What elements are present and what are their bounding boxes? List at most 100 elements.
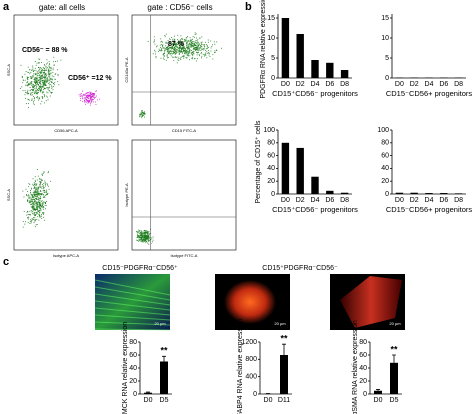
event-dot (194, 45, 196, 47)
event-dot (193, 44, 195, 46)
event-dot (180, 49, 182, 51)
event-dot (92, 94, 94, 96)
y-tick-label: 0 (271, 191, 275, 198)
event-dot (191, 38, 193, 40)
event-dot (34, 79, 36, 81)
event-dot (25, 71, 27, 73)
y-tick-label: 0 (363, 391, 367, 398)
event-dot (37, 81, 39, 83)
event-dot (29, 214, 31, 216)
event-dot (138, 233, 140, 235)
event-dot (92, 92, 94, 94)
event-dot (23, 196, 25, 198)
event-dot (176, 46, 178, 48)
bar (296, 147, 304, 194)
event-dot (180, 41, 182, 43)
event-dot (46, 201, 48, 203)
event-dot (178, 48, 180, 50)
event-dot (152, 236, 154, 238)
event-dot (28, 214, 30, 216)
event-dot (43, 70, 45, 72)
event-dot (27, 210, 29, 212)
event-dot (206, 44, 208, 46)
event-dot (47, 79, 49, 81)
event-dot (146, 234, 148, 236)
event-dot (180, 43, 182, 45)
event-dot (38, 193, 40, 195)
event-dot (38, 197, 40, 199)
event-dot (40, 103, 42, 105)
event-dot (188, 40, 190, 42)
event-dot (34, 81, 36, 83)
event-dot (39, 208, 41, 210)
event-dot (168, 52, 170, 54)
event-dot (180, 39, 182, 41)
event-dot (143, 232, 145, 234)
flow-axis-label: SSC-A (6, 189, 11, 202)
event-dot (204, 48, 206, 50)
event-dot (39, 205, 41, 207)
event-dot (34, 77, 36, 79)
event-dot (187, 53, 189, 55)
event-dot (39, 84, 41, 86)
event-dot (27, 92, 29, 94)
event-dot (190, 43, 192, 45)
event-dot (47, 72, 49, 74)
event-dot (31, 98, 33, 100)
fibre (94, 300, 171, 311)
event-dot (192, 42, 194, 44)
event-dot (36, 96, 38, 98)
event-dot (41, 206, 43, 208)
event-dot (24, 94, 26, 96)
event-dot (52, 79, 54, 81)
event-dot (39, 177, 41, 179)
flow-axis-label: CD15 FITC-A (172, 128, 197, 133)
event-dot (186, 41, 188, 43)
event-dot (38, 71, 40, 73)
event-dot (146, 231, 148, 233)
event-dot (35, 91, 37, 93)
event-dot (206, 45, 208, 47)
event-dot (85, 94, 87, 96)
event-dot (140, 112, 142, 114)
event-dot (40, 209, 42, 211)
event-dot (174, 50, 176, 52)
event-dot (205, 54, 207, 56)
event-dot (38, 199, 40, 201)
event-dot (52, 89, 54, 91)
event-dot (40, 203, 42, 205)
event-dot (42, 172, 44, 174)
event-dot (196, 58, 198, 60)
event-dot (195, 33, 197, 35)
event-dot (209, 56, 211, 58)
event-dot (168, 53, 170, 55)
event-dot (39, 72, 41, 74)
event-dot (147, 240, 149, 242)
event-dot (86, 93, 88, 95)
event-dot (49, 84, 51, 86)
event-dot (183, 55, 185, 57)
event-dot (27, 200, 29, 202)
event-dot (45, 70, 47, 72)
event-dot (167, 45, 169, 47)
event-dot (32, 88, 34, 90)
bar (390, 362, 398, 394)
event-dot (30, 187, 32, 189)
event-dot (48, 75, 50, 77)
event-dot (90, 97, 92, 99)
event-dot (206, 47, 208, 49)
event-dot (46, 95, 48, 97)
event-dot (45, 201, 47, 203)
event-dot (40, 214, 42, 216)
event-dot (32, 75, 34, 77)
event-dot (148, 240, 150, 242)
event-dot (208, 52, 210, 54)
event-dot (84, 96, 86, 98)
event-dot (36, 93, 38, 95)
event-dot (28, 83, 30, 85)
event-dot (37, 97, 39, 99)
event-dot (220, 47, 222, 49)
event-dot (31, 211, 33, 213)
event-dot (54, 78, 56, 80)
